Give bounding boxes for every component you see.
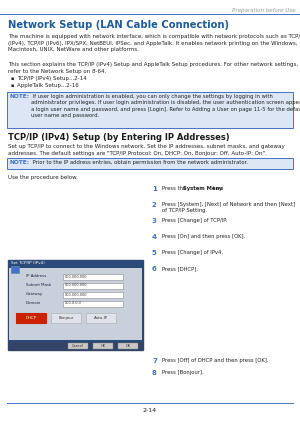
Bar <box>86 313 116 323</box>
Bar <box>11 266 19 273</box>
Text: Preparation before Use: Preparation before Use <box>232 8 295 13</box>
Text: Subnet Mask: Subnet Mask <box>26 283 51 287</box>
Text: 2: 2 <box>152 202 157 208</box>
Text: OK: OK <box>100 344 106 348</box>
Text: 7: 7 <box>152 358 157 364</box>
Bar <box>118 343 138 349</box>
Bar <box>63 274 123 280</box>
Bar <box>16 313 46 323</box>
Text: Press the: Press the <box>162 186 188 191</box>
Text: Press [Change] of TCP/IP.: Press [Change] of TCP/IP. <box>162 218 227 223</box>
Text: NOTE:: NOTE: <box>10 94 30 99</box>
Text: NOTE:: NOTE: <box>10 159 30 164</box>
Text: DHCP: DHCP <box>26 316 37 320</box>
Text: 1: 1 <box>152 186 157 192</box>
Text: 5: 5 <box>152 250 157 256</box>
Text: Domain: Domain <box>26 301 41 305</box>
Text: Press [Bonjour].: Press [Bonjour]. <box>162 370 204 375</box>
Text: Use the procedure below.: Use the procedure below. <box>8 175 78 180</box>
Text: IP Address: IP Address <box>26 274 46 278</box>
Text: Press [Change] of IPv4.: Press [Change] of IPv4. <box>162 250 223 255</box>
Bar <box>63 292 123 298</box>
Text: Auto-IP: Auto-IP <box>94 316 108 320</box>
Text: 000.000.000: 000.000.000 <box>65 275 88 278</box>
Bar <box>9 268 142 340</box>
Text: 000.000.000: 000.000.000 <box>65 292 88 297</box>
Text: OK: OK <box>125 344 130 348</box>
Text: key.: key. <box>211 186 223 191</box>
Bar <box>63 301 123 306</box>
Text: 000.000.000: 000.000.000 <box>65 283 88 287</box>
Text: Prior to the IP address entries, obtain permission from the network administrato: Prior to the IP address entries, obtain … <box>31 159 248 164</box>
Text: 2-14: 2-14 <box>143 408 157 413</box>
Bar <box>51 313 81 323</box>
Text: Press [On] and then press [OK].: Press [On] and then press [OK]. <box>162 234 245 239</box>
Text: TCP/IP (IPv4) Setup (by Entering IP Addresses): TCP/IP (IPv4) Setup (by Entering IP Addr… <box>8 133 230 142</box>
Text: 3: 3 <box>152 218 157 224</box>
Text: Bonjour: Bonjour <box>58 316 74 320</box>
Bar <box>68 343 88 349</box>
Text: TCP/IP (IPv4) Setup...2-14: TCP/IP (IPv4) Setup...2-14 <box>17 76 87 81</box>
Text: Press [System], [Next] of Network and then [Next]
of TCP/IP Setting.: Press [System], [Next] of Network and th… <box>162 202 295 213</box>
Text: Press [Off] of DHCP and then press [OK].: Press [Off] of DHCP and then press [OK]. <box>162 358 268 363</box>
Text: Press [DHCP].: Press [DHCP]. <box>162 266 198 271</box>
Text: This section explains the TCP/IP (IPv4) Setup and AppleTalk Setup procedures. Fo: This section explains the TCP/IP (IPv4) … <box>8 62 298 74</box>
Bar <box>7 92 293 128</box>
Text: Set up TCP/IP to connect to the Windows network. Set the IP addresses, subnet ma: Set up TCP/IP to connect to the Windows … <box>8 144 285 156</box>
Text: The machine is equipped with network interface, which is compatible with network: The machine is equipped with network int… <box>8 34 300 52</box>
Bar <box>8 260 143 350</box>
Text: 000.0.0.0: 000.0.0.0 <box>65 301 82 306</box>
Bar <box>8 342 143 350</box>
Text: ▪: ▪ <box>11 83 14 88</box>
Text: AppleTalk Setup...2-16: AppleTalk Setup...2-16 <box>17 83 79 88</box>
Bar <box>93 343 113 349</box>
Text: System Menu: System Menu <box>183 186 223 191</box>
Text: 6: 6 <box>152 266 157 272</box>
Bar <box>63 283 123 289</box>
Text: Gateway: Gateway <box>26 292 43 296</box>
Text: 8: 8 <box>152 370 157 376</box>
Text: If user login administration is enabled, you can only change the settings by log: If user login administration is enabled,… <box>31 94 300 118</box>
Bar <box>7 158 293 169</box>
Text: 4: 4 <box>152 234 157 240</box>
Text: Set TCP/IP (IPv4): Set TCP/IP (IPv4) <box>11 261 45 266</box>
Text: ▪: ▪ <box>11 76 14 81</box>
Text: Cancel: Cancel <box>72 344 84 348</box>
Bar <box>8 260 143 268</box>
Text: Network Setup (LAN Cable Connection): Network Setup (LAN Cable Connection) <box>8 20 229 30</box>
